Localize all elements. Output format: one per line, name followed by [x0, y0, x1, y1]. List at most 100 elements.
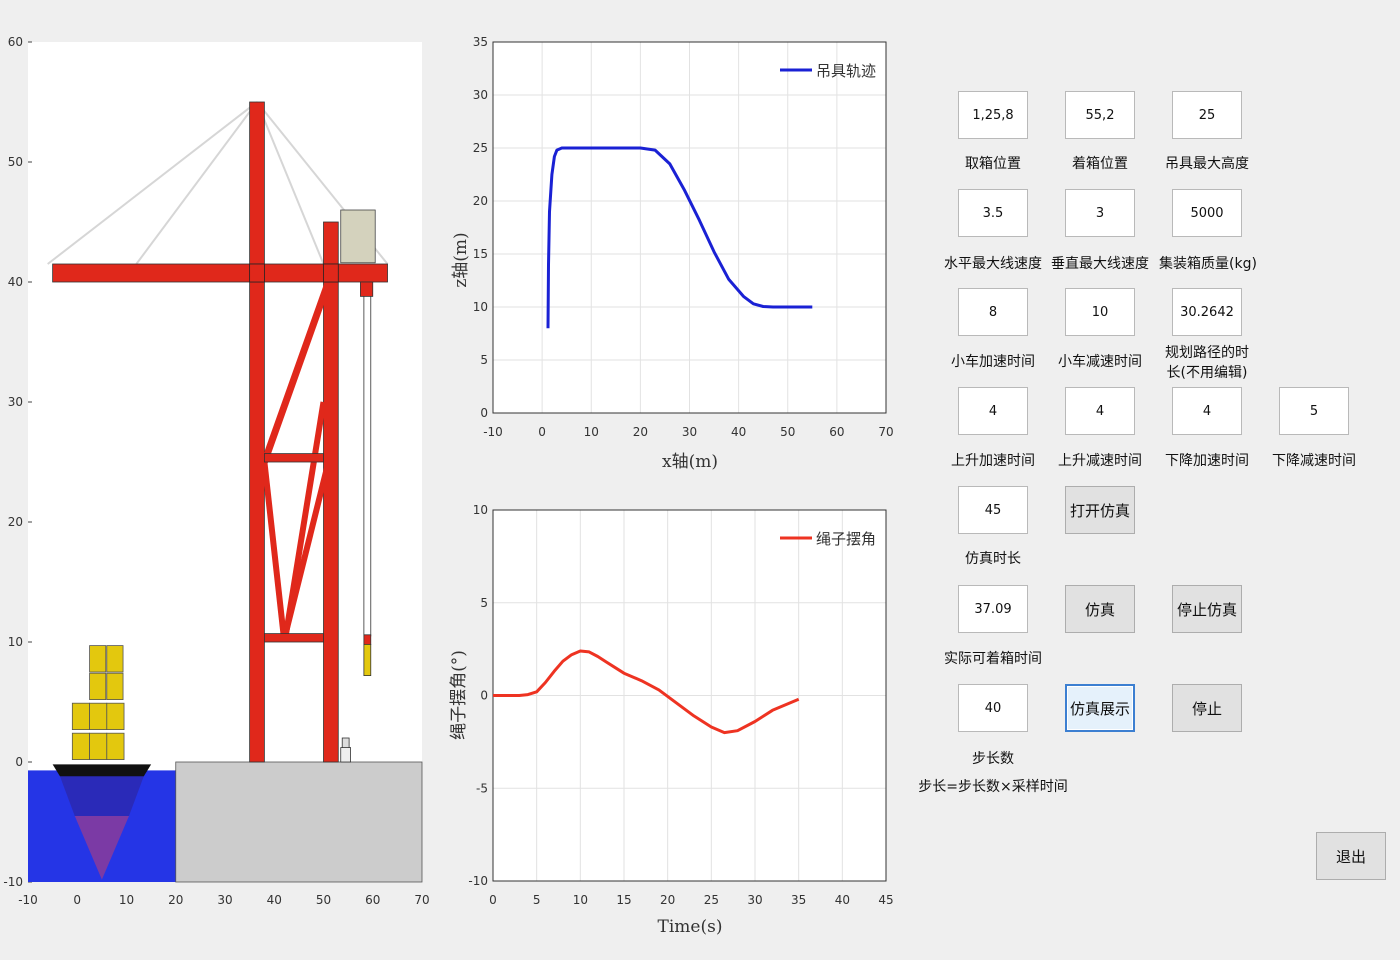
angle-grid — [492, 509, 887, 882]
angle-x-tick-label: 0 — [489, 893, 497, 907]
scene-y-tick-label: 0 — [15, 755, 23, 769]
scene-y-tick-label: 30 — [8, 395, 23, 409]
trajectory-y-tick-label: 20 — [473, 194, 488, 208]
angle-x-tick-label: 5 — [533, 893, 541, 907]
cargo-container — [89, 672, 107, 701]
ship-hull-lower — [74, 816, 129, 880]
max-height-field[interactable]: 25 — [1172, 91, 1242, 139]
trolley-dec-time-field[interactable]: 10 — [1065, 288, 1135, 336]
cargo-container — [106, 732, 125, 761]
scene-y-tick-label: 20 — [8, 515, 23, 529]
step-count-field[interactable]: 40 — [958, 684, 1028, 732]
cargo-container — [106, 702, 125, 731]
angle-x-tick-label: 15 — [616, 893, 631, 907]
actual-drop-time-label: 实际可着箱时间 — [944, 651, 1042, 667]
simulate-button[interactable]: 仿真 — [1065, 585, 1135, 633]
horizontal-max-speed-field[interactable]: 3.5 — [958, 189, 1028, 237]
path-duration-field[interactable]: 30.2642 — [1172, 288, 1242, 336]
trajectory-plot-border — [492, 41, 887, 414]
angle-ylabel: 绳子摆角(°) — [449, 650, 469, 740]
lift-acc-time-field[interactable]: 4 — [958, 387, 1028, 435]
scene-x-tick-label: 60 — [365, 893, 380, 907]
hanging-container — [363, 644, 372, 677]
scene-y-tick-label: 60 — [8, 35, 23, 49]
trajectory-x-tick-label: 20 — [633, 425, 648, 439]
trajectory-grid — [492, 41, 887, 414]
vertical-max-speed-field[interactable]: 3 — [1065, 189, 1135, 237]
lower-acc-time-field[interactable]: 4 — [1172, 387, 1242, 435]
open-simulation-button[interactable]: 打开仿真 — [1065, 486, 1135, 534]
crane-stay-cable — [47, 101, 258, 265]
stop-button[interactable]: 停止 — [1172, 684, 1242, 732]
step-count-label: 步长数 — [972, 751, 1014, 767]
crane-brace — [261, 280, 332, 464]
container-mass-field[interactable]: 5000 — [1172, 189, 1242, 237]
dock-marker-top — [341, 737, 350, 749]
trajectory-y-tick-label: 0 — [480, 406, 488, 420]
trajectory-x-tick-label: 70 — [878, 425, 893, 439]
scene-y-tick-label: 40 — [8, 275, 23, 289]
crane-cross-beam — [263, 453, 324, 463]
trajectory-x-tick-label: 10 — [584, 425, 599, 439]
scene-y-ticks: -10 0 10 20 30 40 50 60 — [3, 35, 32, 889]
trajectory-x-tick-label: 30 — [682, 425, 697, 439]
crane-rear-leg — [249, 101, 265, 763]
scene-y-tick-label: -10 — [3, 875, 23, 889]
lower-dec-time-field[interactable]: 5 — [1279, 387, 1349, 435]
cargo-container — [71, 732, 90, 761]
angle-y-tick-label: -10 — [468, 874, 488, 888]
crane-stay-cable — [256, 101, 325, 265]
trajectory-legend-label: 吊具轨迹 — [816, 62, 876, 80]
trajectory-ticks: -10 0 10 20 30 40 50 60 70 0 5 10 15 20 25 30 35 — [473, 35, 894, 439]
rope-angle-plot: 0 5 10 15 20 25 30 35 40 45 -10 -5 0 5 10 绳子摆角 Time(s)… — [449, 503, 894, 937]
pickup-position-field[interactable]: 1,25,8 — [958, 91, 1028, 139]
cargo-container — [89, 702, 108, 731]
scene-x-ticks: -10 0 10 20 30 40 50 60 70 — [18, 893, 429, 907]
sim-duration-field[interactable]: 45 — [958, 486, 1028, 534]
vertical-max-speed-label: 垂直最大线速度 — [1051, 256, 1149, 272]
crane-scene-plot: -10 0 10 20 30 40 50 60 -10 0 10 20 30 40 50 60 70 — [3, 35, 429, 907]
lift-dec-time-field[interactable]: 4 — [1065, 387, 1135, 435]
angle-y-tick-label: 5 — [480, 596, 488, 610]
drop-position-label: 着箱位置 — [1072, 156, 1128, 172]
trajectory-plot: -10 0 10 20 30 40 50 60 70 0 5 10 15 20 25 30 35 吊具轨迹 x轴… — [451, 35, 894, 472]
dock-block — [175, 761, 423, 883]
crane-front-leg — [323, 221, 339, 763]
scene-x-tick-label: 50 — [316, 893, 331, 907]
dock-marker — [340, 747, 351, 763]
angle-x-tick-label: 25 — [704, 893, 719, 907]
trajectory-y-tick-label: 30 — [473, 88, 488, 102]
spreader-hook — [363, 634, 372, 645]
trajectory-x-tick-label: -10 — [483, 425, 503, 439]
angle-series-line — [493, 649, 800, 735]
stop-simulation-button[interactable]: 停止仿真 — [1172, 585, 1242, 633]
trajectory-ylabel: z轴(m) — [451, 232, 471, 287]
container-mass-label: 集装箱质量(kg) — [1159, 256, 1257, 272]
machinery-house — [340, 209, 376, 264]
trajectory-xlabel: x轴(m) — [662, 452, 718, 472]
cargo-container — [89, 645, 107, 673]
actual-drop-time-field[interactable]: 37.09 — [958, 585, 1028, 633]
hoist-trolley — [360, 281, 374, 297]
lift-acc-time-label: 上升加速时间 — [951, 453, 1035, 469]
trajectory-y-tick-label: 25 — [473, 141, 488, 155]
angle-y-tick-label: 0 — [480, 689, 488, 703]
angle-ticks: 0 5 10 15 20 25 30 35 40 45 -10 -5 0 5 10 — [468, 503, 893, 907]
drop-position-field[interactable]: 55,2 — [1065, 91, 1135, 139]
angle-y-tick-label: -5 — [476, 781, 488, 795]
cargo-container — [89, 732, 108, 761]
angle-y-tick-label: 10 — [473, 503, 488, 517]
trajectory-y-tick-label: 35 — [473, 35, 488, 49]
trajectory-legend: 吊具轨迹 — [780, 62, 876, 80]
simulation-display-button[interactable]: 仿真展示 — [1065, 684, 1135, 732]
exit-button[interactable]: 退出 — [1316, 832, 1386, 880]
trolley-acc-time-label: 小车加速时间 — [951, 354, 1035, 370]
trolley-acc-time-field[interactable]: 8 — [958, 288, 1028, 336]
crane-joint — [323, 263, 339, 283]
trajectory-y-tick-label: 10 — [473, 300, 488, 314]
lower-dec-time-label: 下降减速时间 — [1272, 453, 1356, 469]
crane-cross-beam — [263, 633, 324, 643]
trajectory-y-tick-label: 5 — [480, 353, 488, 367]
scene-x-tick-label: 0 — [73, 893, 81, 907]
trajectory-series-line — [546, 146, 813, 329]
